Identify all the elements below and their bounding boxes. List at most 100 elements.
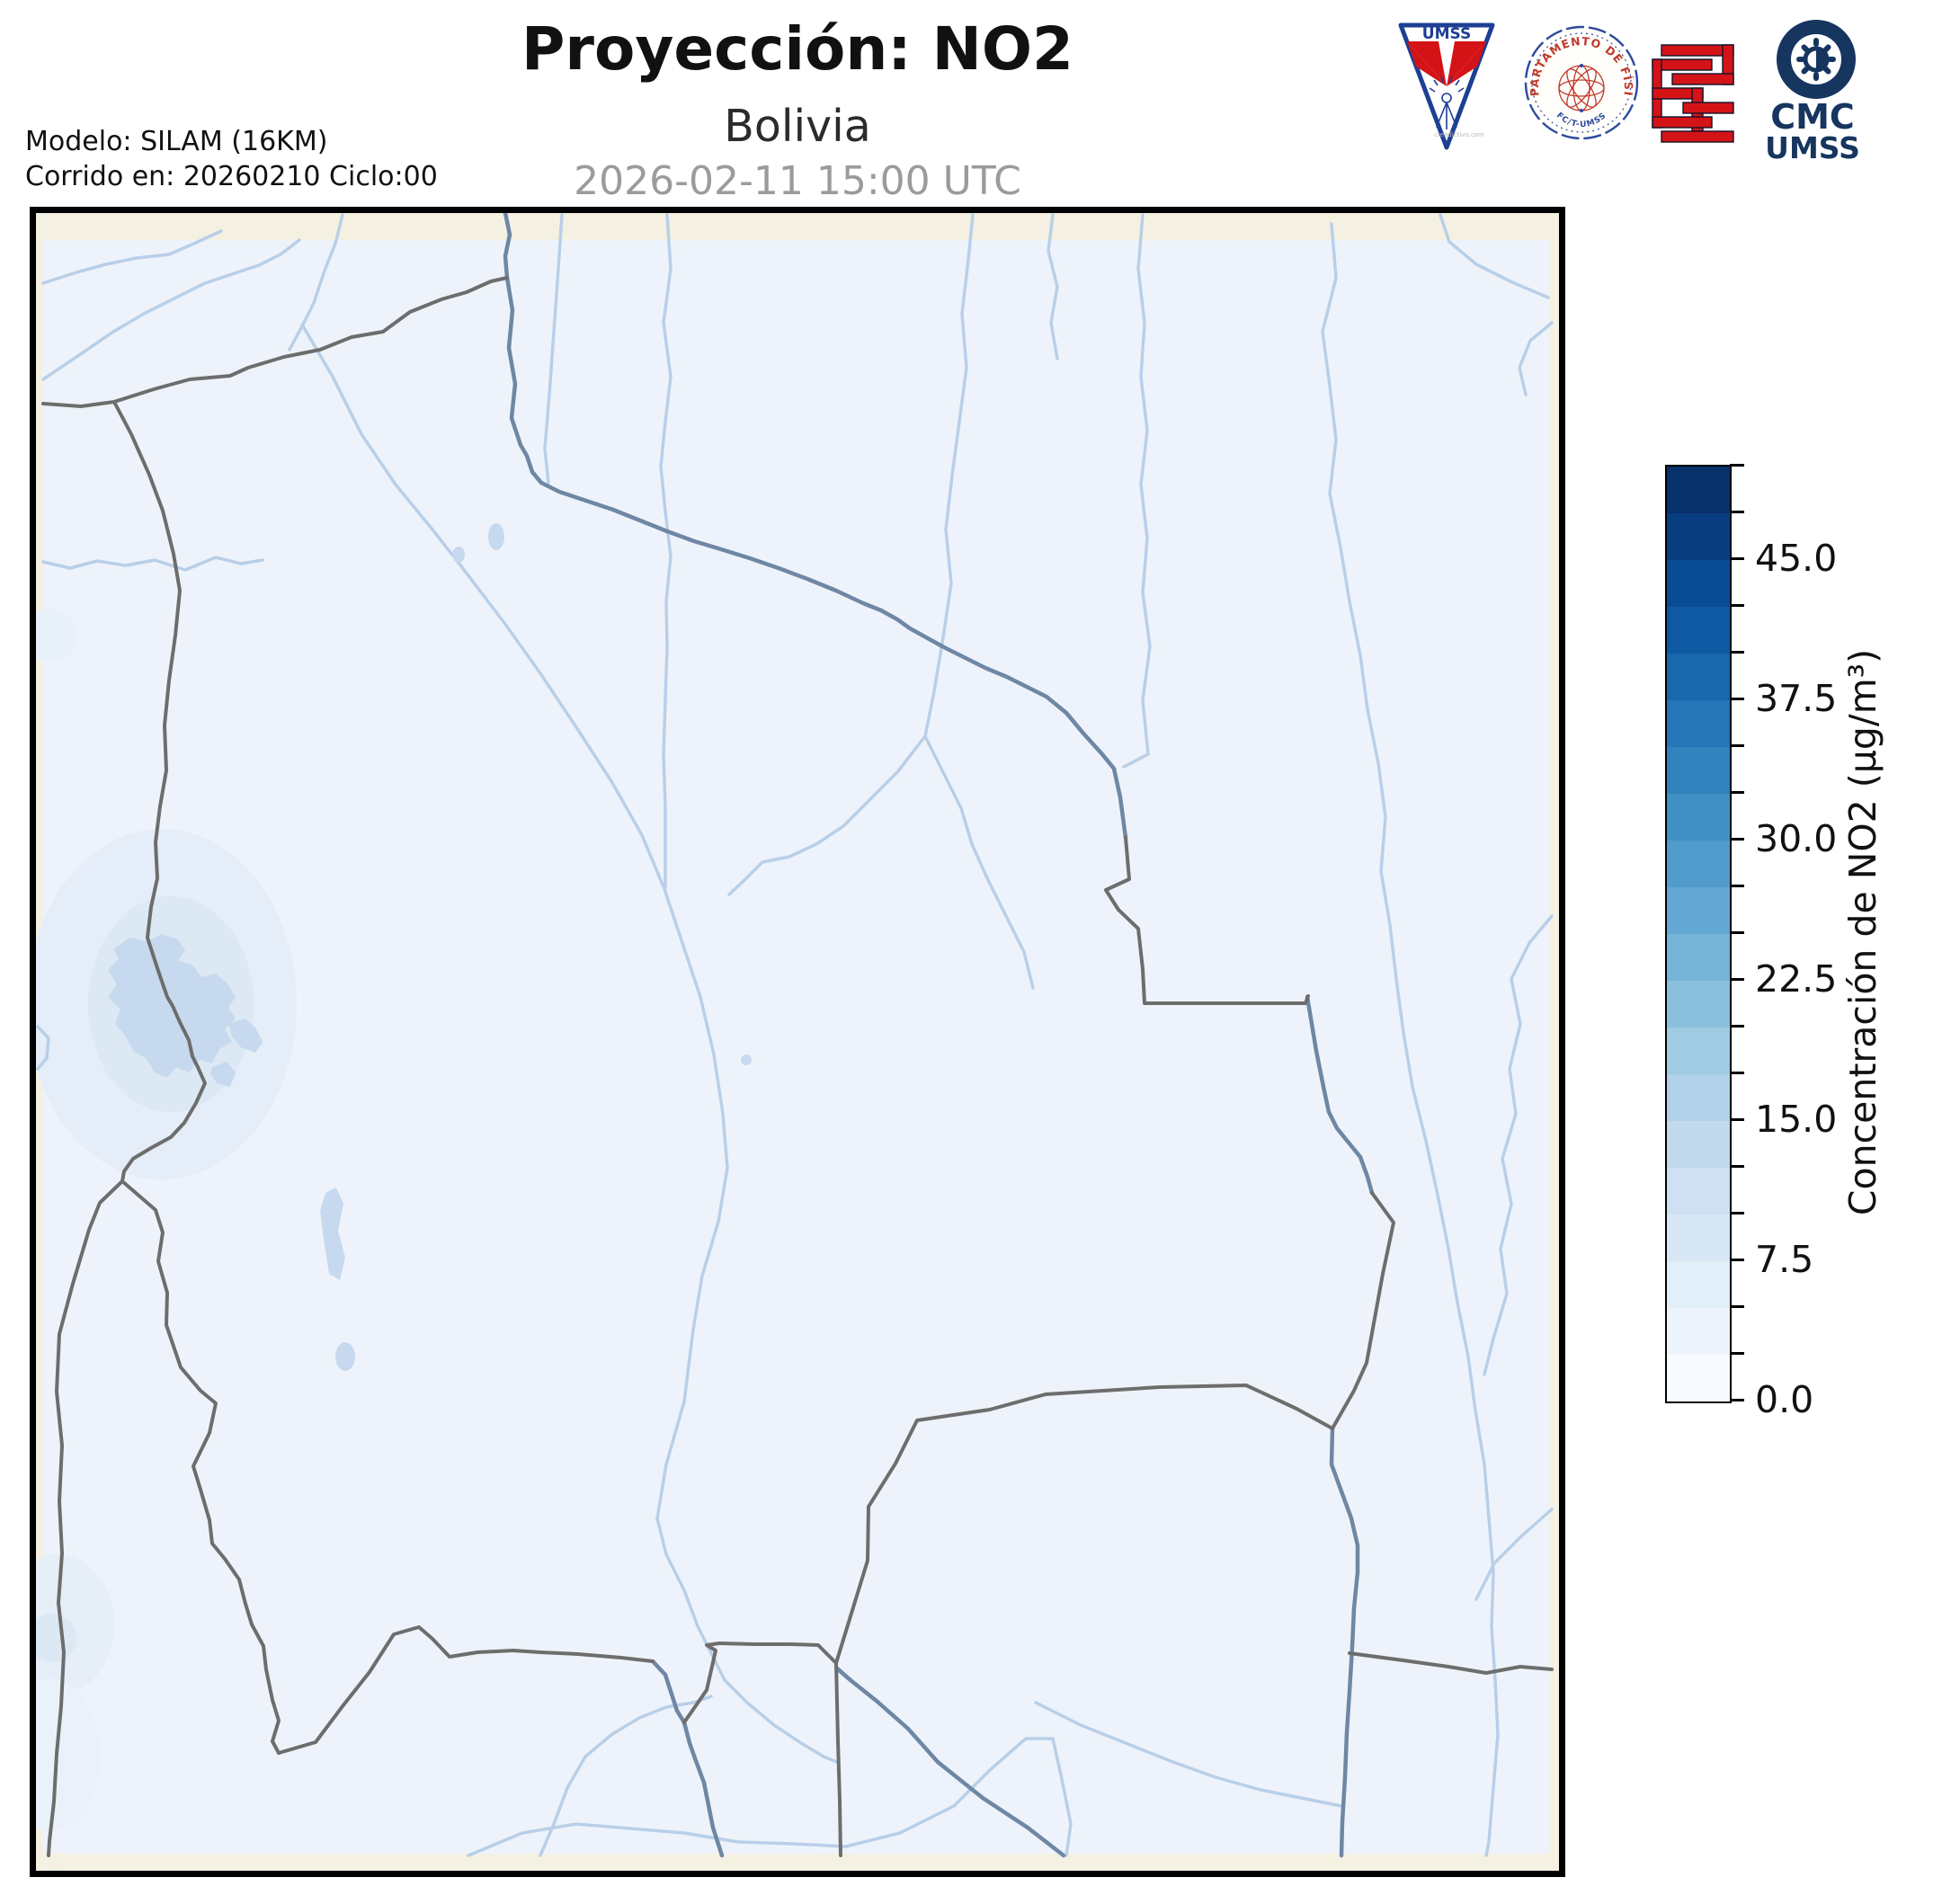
colorbar-segment (1667, 1074, 1730, 1121)
border-river-paraguay (1329, 1426, 1360, 1858)
colorbar-segment (1667, 1121, 1730, 1168)
lake-titicaca-s-lobe (210, 1062, 236, 1087)
colorbar-tick-label: 30.0 (1755, 817, 1838, 860)
river-n-1 (543, 213, 564, 485)
colorbar-tick-label: 37.5 (1755, 677, 1838, 720)
colorbar-segment (1667, 607, 1730, 654)
river-ne-y-branch (923, 734, 1035, 990)
colorbar-tick (1730, 603, 1744, 607)
river-ne-corner (1439, 213, 1550, 299)
river-se-diagonal (1034, 1701, 1343, 1808)
colorbar-tick (1730, 1258, 1744, 1261)
colorbar-tick (1730, 884, 1744, 887)
river-ne-y (727, 213, 975, 896)
page-title: Proyección: NO2 (521, 14, 1073, 84)
map-subtitle-region: Bolivia (724, 101, 871, 152)
cmc-sun-icon (1796, 38, 1836, 81)
colorbar-tick (1730, 1117, 1744, 1121)
border-river-pilcomayo (833, 1665, 1066, 1858)
colorbar-tick (1730, 650, 1744, 654)
colorbar-segment (1667, 467, 1730, 513)
river-central-diagonal (300, 323, 729, 1520)
model-run-line: Corrido en: 20260210 Ciclo:00 (25, 161, 438, 192)
colorbar-segment (1667, 1028, 1730, 1074)
colorbar-tick (1730, 977, 1744, 981)
pennant-umss-text: UMSS (1422, 25, 1471, 43)
river-s-long (467, 1737, 1073, 1857)
border-brazil-southeast (1331, 1191, 1395, 1430)
model-name-line: Modelo: SILAM (16KM) (25, 126, 328, 157)
cmc-crescent (1816, 50, 1825, 68)
colorbar-tick (1730, 697, 1744, 700)
colorbar-tick (1730, 463, 1744, 467)
physics-department-seal-logo: DEPARTAMENTO DE FÍSICA FC/T-UMSS (1516, 9, 1639, 140)
rivers (36, 213, 1554, 1857)
colorbar-tick (1730, 930, 1744, 934)
colorbar-tick-label: 0.0 (1755, 1378, 1814, 1421)
colorbar-segment (1667, 794, 1730, 841)
colorbar-tick-label: 45.0 (1755, 537, 1838, 580)
cmc-umss-logo: CMC UMSS (1765, 20, 1860, 165)
border-peru-north (41, 276, 509, 408)
colorbar-segment (1667, 1308, 1730, 1355)
border-river-north-of-peak (503, 213, 512, 280)
cmc-text: CMC (1770, 97, 1855, 137)
colorbar-segment (1667, 934, 1730, 981)
cmc-umss-text: UMSS (1765, 130, 1860, 165)
pennant-red-left2 (1407, 41, 1447, 86)
colorbar-tick (1730, 1398, 1744, 1401)
pennant-watermark: creadictivo.com (1434, 131, 1484, 138)
country-borders (41, 276, 1554, 1857)
border-river-brazil-east (1305, 994, 1375, 1196)
lake-small-2 (488, 523, 504, 550)
lake-titicaca-se-lobe (228, 1019, 263, 1053)
colorbar-axis-label: Concentración de NO2 (µg/m³) (1841, 648, 1884, 1216)
colorbar-tick (1730, 790, 1744, 794)
border-argentina-south (834, 1661, 842, 1857)
colorbar-tick (1730, 1024, 1744, 1028)
border-rivers (503, 213, 1375, 1858)
river-ne-corner-2 (1518, 321, 1554, 396)
border-brazil-bottom-right (1348, 1651, 1554, 1675)
river-e-middle (1483, 914, 1554, 1376)
river-east-long (1321, 222, 1500, 1857)
river-nw-2 (41, 238, 301, 381)
river-w-lake-arc (36, 1025, 50, 1071)
lake-small-4 (741, 1054, 752, 1065)
model-info: Modelo: SILAM (16KM) Corrido en: 2026021… (25, 124, 438, 194)
border-river-bermejo (650, 1659, 725, 1858)
colorbar-segment (1667, 654, 1730, 700)
colorbar-tick-label: 22.5 (1755, 957, 1838, 1001)
pennant-red-right2 (1447, 41, 1486, 86)
colorbar-gradient (1667, 467, 1730, 1401)
colorbar-tick (1730, 743, 1744, 747)
river-nw-3 (288, 213, 344, 351)
colorbar-tick (1730, 556, 1744, 560)
lake-small-3 (335, 1342, 355, 1371)
colorbar-tick (1730, 1164, 1744, 1168)
colorbar-tick (1730, 1071, 1744, 1074)
colorbar-tick (1730, 1211, 1744, 1214)
border-chile-bolivia-sw (120, 1179, 281, 1755)
river-n-short (1047, 213, 1059, 360)
border-brazil-stair (1104, 836, 1310, 1005)
colorbar-tick (1730, 1304, 1744, 1308)
colorbar (1665, 465, 1732, 1403)
colorbar-segment (1667, 887, 1730, 934)
colorbar-segment (1667, 560, 1730, 607)
colorbar-tick-label: 15.0 (1755, 1098, 1838, 1141)
umss-pennant-logo: UMSS creadictivo.com (1398, 22, 1495, 150)
colorbar-ticks: 0.0 7.5 15.0 22.5 30.0 37.5 45.0 (1730, 463, 1942, 1421)
bolivia-no2-map (36, 213, 1559, 1871)
colorbar-tick-label: 7.5 (1755, 1238, 1814, 1281)
colorbar-segment (1667, 1355, 1730, 1401)
river-nw-1 (41, 229, 223, 285)
colorbar-segment (1667, 747, 1730, 794)
river-w-horizontal (41, 556, 264, 572)
colorbar-segment (1667, 700, 1730, 747)
border-peru-west (112, 400, 207, 1183)
lake-small-1 (452, 547, 465, 563)
border-tarija-wedge (682, 1642, 838, 1724)
map-domain-background (43, 240, 1550, 1854)
forecast-datetime: 2026-02-11 15:00 UTC (574, 158, 1021, 204)
